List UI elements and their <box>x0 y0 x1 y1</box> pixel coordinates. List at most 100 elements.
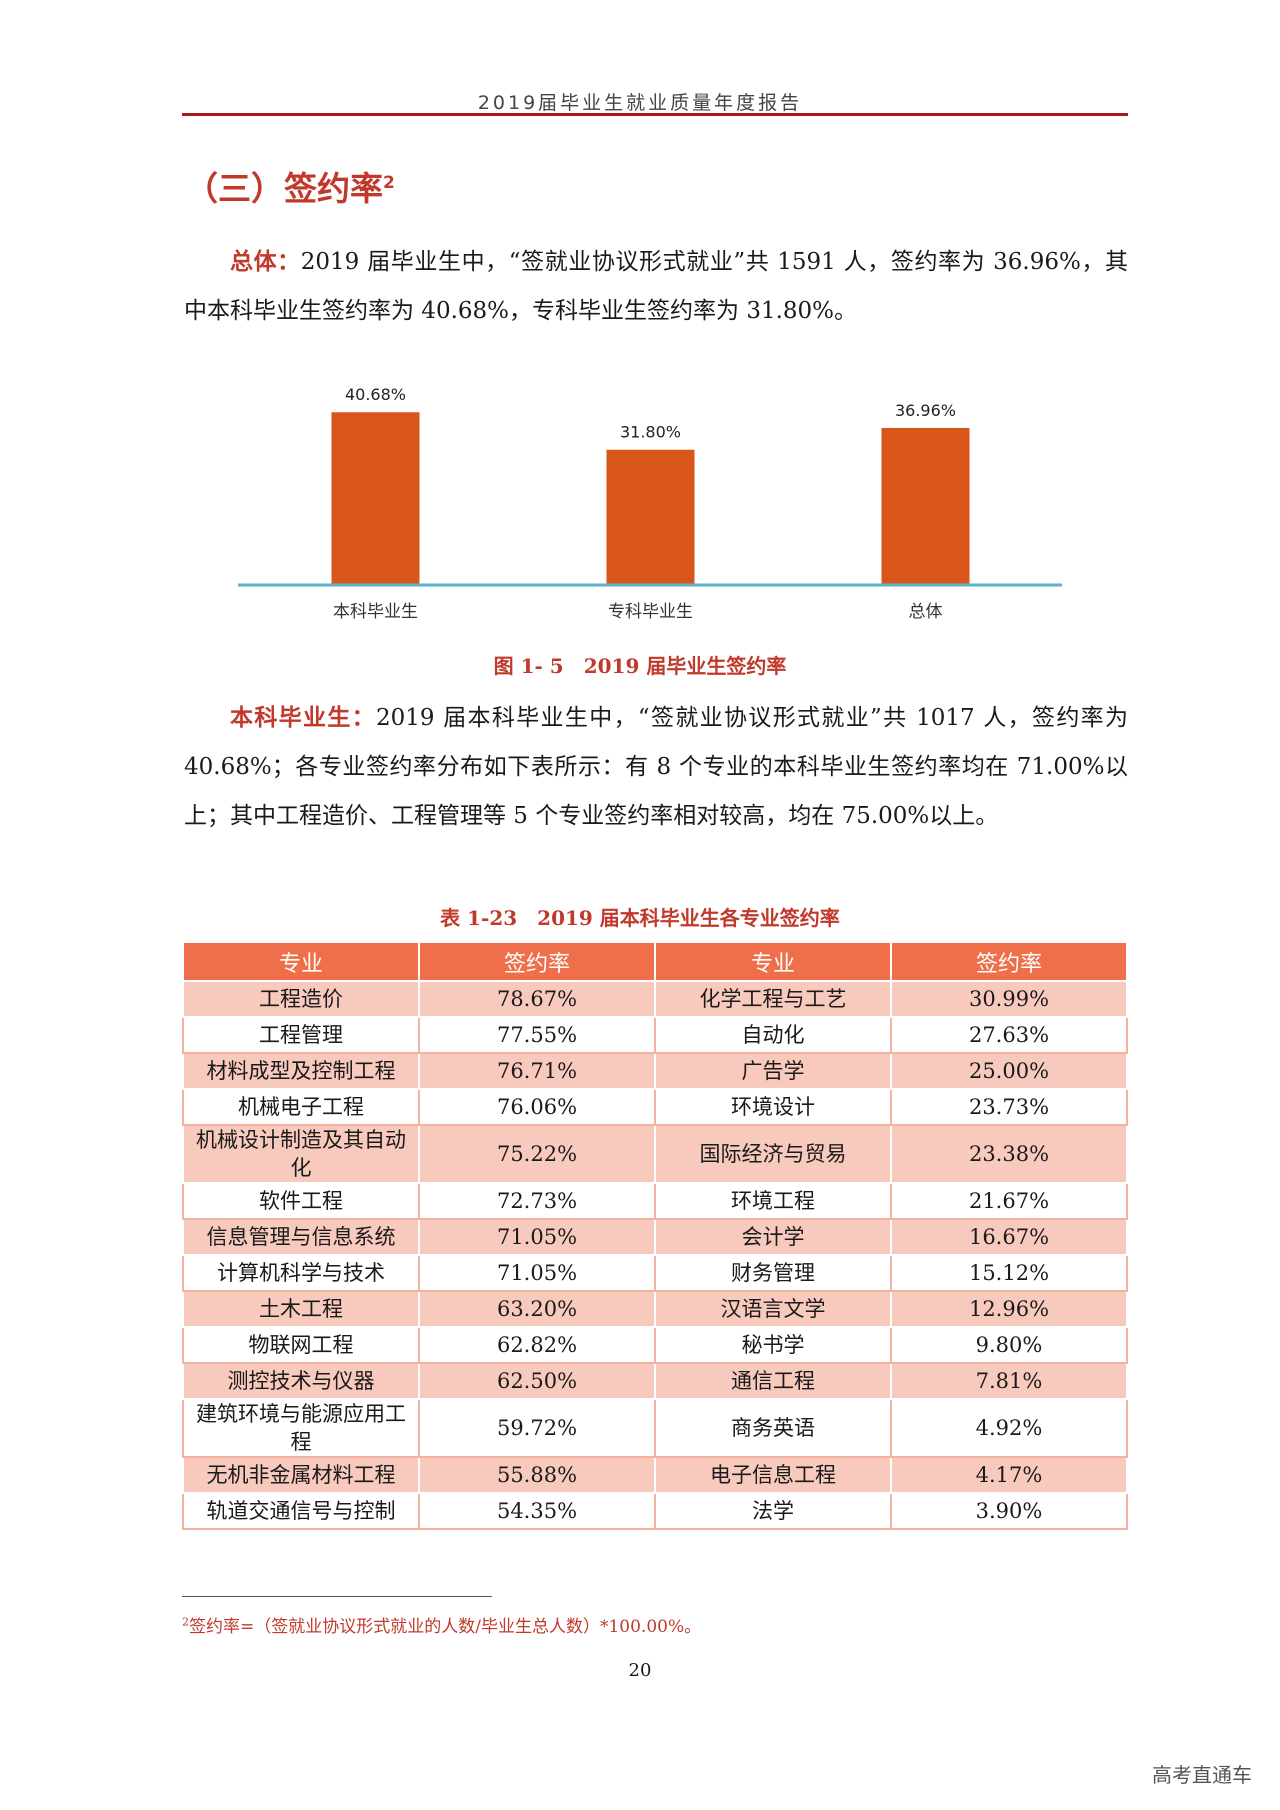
table-row: 土木工程 63.20% 汉语言文学 12.96% <box>182 1290 1128 1328</box>
cell-major-left: 建筑环境与能源应用工程 <box>182 1398 420 1458</box>
cell-rate-right: 3.90% <box>890 1492 1128 1530</box>
category-label: 专科毕业生 <box>608 602 693 622</box>
cell-rate-left: 62.50% <box>418 1362 656 1400</box>
cell-rate-right: 27.63% <box>890 1016 1128 1054</box>
data-label: 40.68% <box>345 385 406 404</box>
table-row: 无机非金属材料工程 55.88% 电子信息工程 4.17% <box>182 1456 1128 1494</box>
cell-rate-left: 63.20% <box>418 1290 656 1328</box>
cell-major-left: 工程管理 <box>182 1016 420 1054</box>
major-signing-rate-table: 专业 签约率 专业 签约率 工程造价 78.67% 化学工程与工艺 30.99% 工程管… <box>182 941 1128 1530</box>
cell-rate-left: 71.05% <box>418 1254 656 1292</box>
cell-rate-left: 54.35% <box>418 1492 656 1530</box>
cell-major-left: 软件工程 <box>182 1182 420 1220</box>
cell-rate-right: 15.12% <box>890 1254 1128 1292</box>
table-row: 材料成型及控制工程 76.71% 广告学 25.00% <box>182 1052 1128 1090</box>
cell-rate-left: 72.73% <box>418 1182 656 1220</box>
cell-major-left: 计算机科学与技术 <box>182 1254 420 1292</box>
cell-major-right: 国际经济与贸易 <box>654 1124 892 1184</box>
cell-major-left: 工程造价 <box>182 980 420 1018</box>
watermark: 高考直通车 <box>1152 1763 1252 1787</box>
cell-major-left: 材料成型及控制工程 <box>182 1052 420 1090</box>
cell-major-left: 机械设计制造及其自动化 <box>182 1124 420 1184</box>
cell-rate-left: 75.22% <box>418 1124 656 1184</box>
cell-rate-right: 4.17% <box>890 1456 1128 1494</box>
footnote-rule <box>182 1596 492 1597</box>
cell-rate-right: 21.67% <box>890 1182 1128 1220</box>
table-row: 计算机科学与技术 71.05% 财务管理 15.12% <box>182 1254 1128 1292</box>
cell-rate-right: 23.38% <box>890 1124 1128 1184</box>
bar-2 <box>606 449 695 584</box>
cell-rate-left: 77.55% <box>418 1016 656 1054</box>
cell-major-right: 环境设计 <box>654 1088 892 1126</box>
section-heading: （三）签约率2 <box>185 162 395 210</box>
paragraph-text-undergraduate: 2019 届本科毕业生中，“签就业协议形式就业”共 1017 人，签约率为 40… <box>184 705 1128 829</box>
cell-rate-right: 4.92% <box>890 1398 1128 1458</box>
cell-major-right: 电子信息工程 <box>654 1456 892 1494</box>
running-header: 2019届毕业生就业质量年度报告 <box>477 92 803 114</box>
table-caption: 表 1-23 2019 届本科毕业生各专业签约率 <box>440 906 840 930</box>
cell-major-left: 信息管理与信息系统 <box>182 1218 420 1256</box>
cell-major-right: 自动化 <box>654 1016 892 1054</box>
paragraph-lead-undergraduate: 本科毕业生： <box>230 705 377 731</box>
table-row: 建筑环境与能源应用工程 59.72% 商务英语 4.92% <box>182 1398 1128 1458</box>
cell-major-right: 会计学 <box>654 1218 892 1256</box>
cell-major-right: 法学 <box>654 1492 892 1530</box>
bar-1 <box>331 412 420 584</box>
bar-3 <box>881 427 970 584</box>
signing-rate-bar-chart: 40.68% 本科毕业生 31.80% 专科毕业生 36.96% 总体 <box>238 385 1062 622</box>
cell-major-right: 环境工程 <box>654 1182 892 1220</box>
table-row: 物联网工程 62.82% 秘书学 9.80% <box>182 1326 1128 1364</box>
cell-rate-left: 76.06% <box>418 1088 656 1126</box>
table-row: 测控技术与仪器 62.50% 通信工程 7.81% <box>182 1362 1128 1400</box>
category-label: 本科毕业生 <box>333 602 418 622</box>
category-label: 总体 <box>909 602 943 622</box>
page-number: 20 <box>628 1660 652 1681</box>
cell-rate-left: 55.88% <box>418 1456 656 1494</box>
cell-major-right: 通信工程 <box>654 1362 892 1400</box>
cell-major-left: 轨道交通信号与控制 <box>182 1492 420 1530</box>
table-row: 信息管理与信息系统 71.05% 会计学 16.67% <box>182 1218 1128 1256</box>
cell-major-left: 机械电子工程 <box>182 1088 420 1126</box>
cell-major-left: 测控技术与仪器 <box>182 1362 420 1400</box>
paragraph-lead-overall: 总体： <box>230 249 301 275</box>
header-rule <box>182 113 1128 116</box>
cell-major-right: 秘书学 <box>654 1326 892 1364</box>
footnote-reference[interactable]: 2 <box>383 173 395 193</box>
cell-rate-right: 7.81% <box>890 1362 1128 1400</box>
figure-caption: 图 1- 5 2019 届毕业生签约率 <box>493 654 787 678</box>
cell-rate-right: 25.00% <box>890 1052 1128 1090</box>
header-rate-left: 签约率 <box>418 941 656 982</box>
paragraph-undergraduate: 本科毕业生：2019 届本科毕业生中，“签就业协议形式就业”共 1017 人，签… <box>184 694 1128 841</box>
paragraph-text-overall: 2019 届毕业生中，“签就业协议形式就业”共 1591 人，签约率为 36.9… <box>184 249 1129 324</box>
table-row: 机械设计制造及其自动化 75.22% 国际经济与贸易 23.38% <box>182 1124 1128 1184</box>
cell-rate-right: 12.96% <box>890 1290 1128 1328</box>
table-row: 软件工程 72.73% 环境工程 21.67% <box>182 1182 1128 1220</box>
footnote: 2签约率=（签就业协议形式就业的人数/毕业生总人数）*100.00%。 <box>182 1612 701 1637</box>
cell-rate-right: 23.73% <box>890 1088 1128 1126</box>
header-rate-right: 签约率 <box>890 941 1128 982</box>
cell-major-left: 物联网工程 <box>182 1326 420 1364</box>
table-header-row: 专业 签约率 专业 签约率 <box>182 941 1128 982</box>
footnote-mark: 2 <box>182 1615 189 1629</box>
table-row: 工程管理 77.55% 自动化 27.63% <box>182 1016 1128 1054</box>
cell-rate-left: 59.72% <box>418 1398 656 1458</box>
table-row: 机械电子工程 76.06% 环境设计 23.73% <box>182 1088 1128 1126</box>
cell-rate-left: 62.82% <box>418 1326 656 1364</box>
table-row: 工程造价 78.67% 化学工程与工艺 30.99% <box>182 980 1128 1018</box>
header-major-left: 专业 <box>182 941 420 982</box>
cell-major-right: 汉语言文学 <box>654 1290 892 1328</box>
cell-rate-right: 30.99% <box>890 980 1128 1018</box>
data-label: 36.96% <box>895 401 956 420</box>
cell-major-left: 土木工程 <box>182 1290 420 1328</box>
cell-rate-left: 76.71% <box>418 1052 656 1090</box>
header-major-right: 专业 <box>654 941 892 982</box>
cell-rate-left: 71.05% <box>418 1218 656 1256</box>
section-heading-text: （三）签约率 <box>185 169 383 208</box>
cell-major-right: 化学工程与工艺 <box>654 980 892 1018</box>
data-label: 31.80% <box>620 423 681 442</box>
table-row: 轨道交通信号与控制 54.35% 法学 3.90% <box>182 1492 1128 1530</box>
cell-major-right: 广告学 <box>654 1052 892 1090</box>
cell-rate-right: 16.67% <box>890 1218 1128 1256</box>
cell-major-right: 财务管理 <box>654 1254 892 1292</box>
cell-rate-right: 9.80% <box>890 1326 1128 1364</box>
